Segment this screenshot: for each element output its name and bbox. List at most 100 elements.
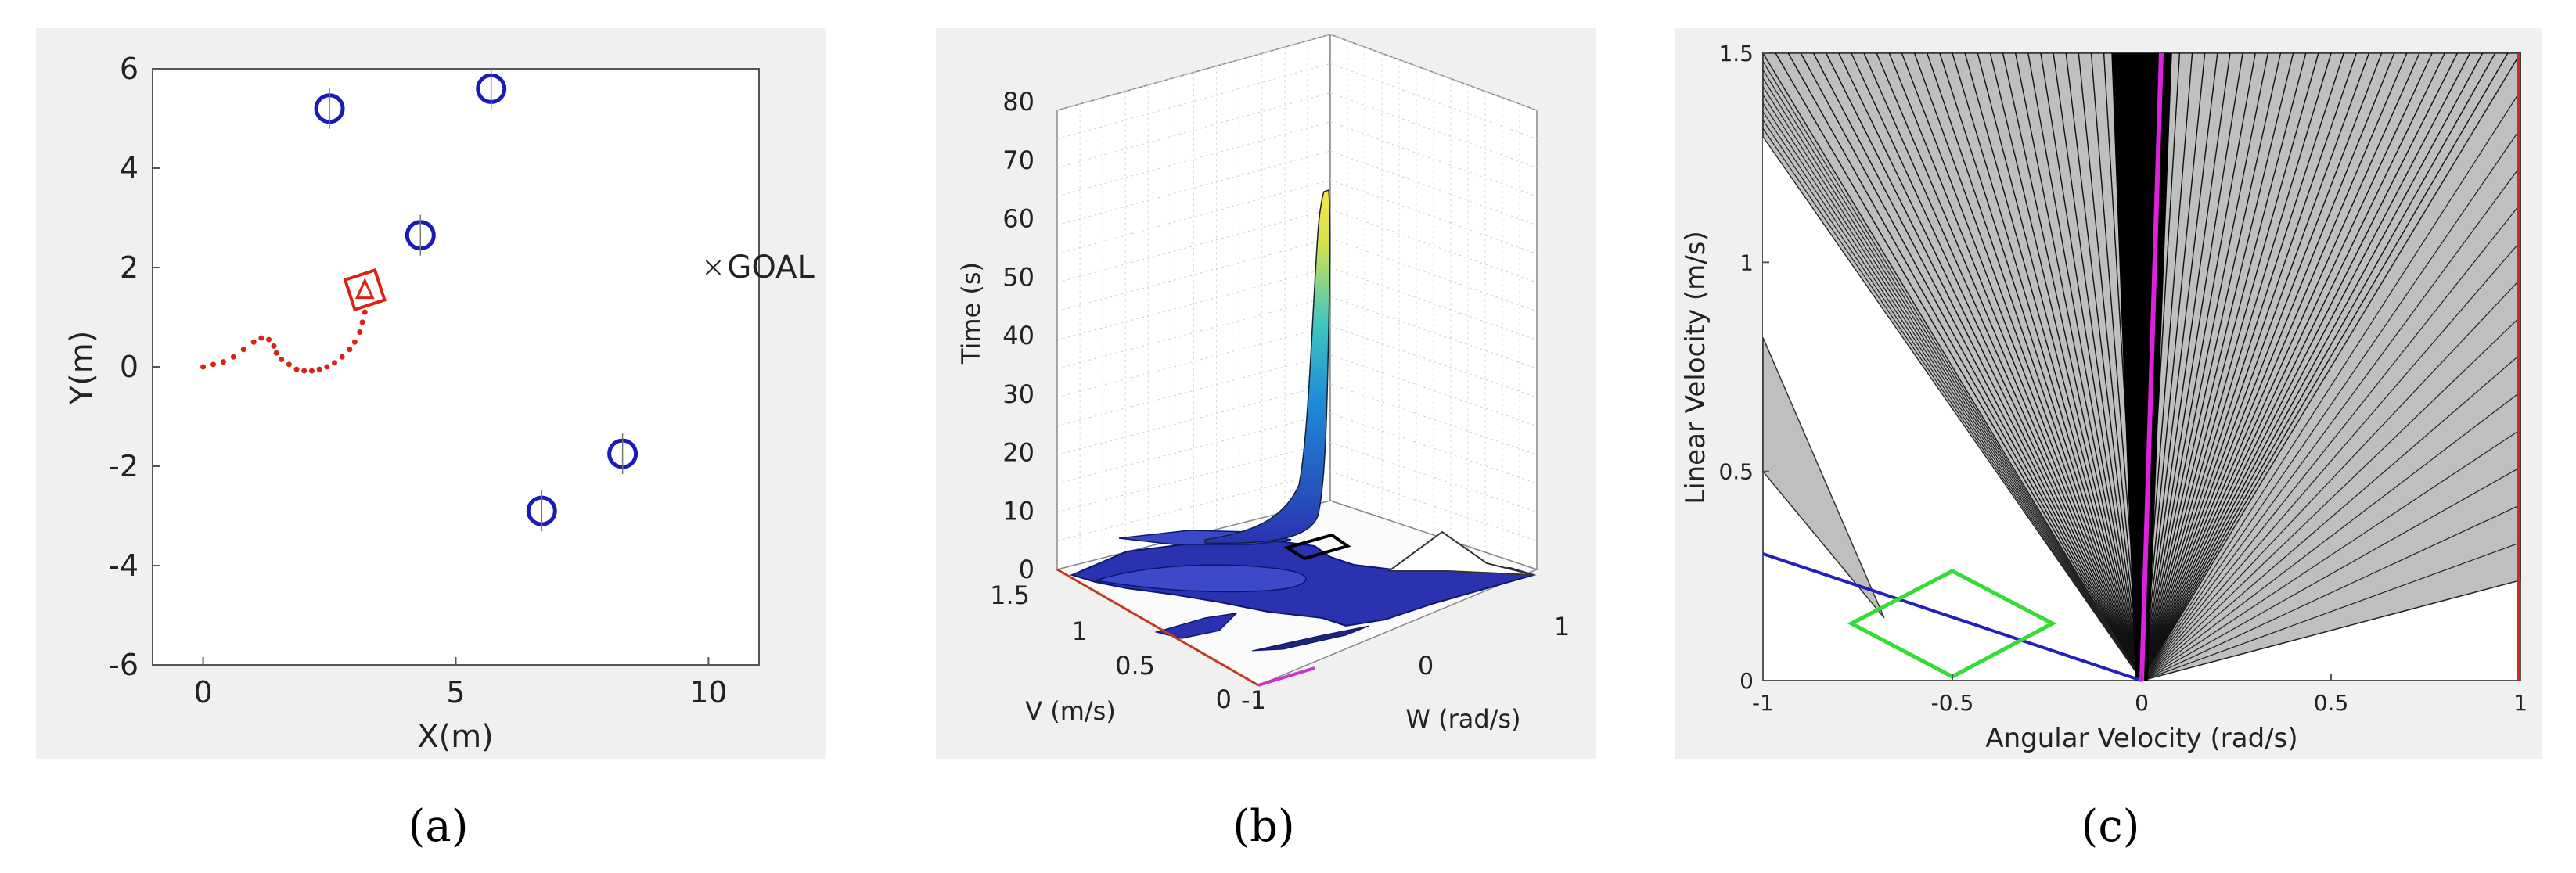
grid-line (1329, 121, 1538, 197)
robot-square (343, 268, 387, 312)
trajectory-point (210, 361, 216, 368)
cone-ray (2141, 166, 2521, 681)
goal-cross (705, 260, 721, 275)
robot-marker (343, 268, 387, 312)
cone-ray (1863, 52, 2142, 681)
cone-ray (2141, 52, 2408, 681)
grid-line (1329, 238, 1538, 312)
cone-ray (2065, 52, 2142, 681)
grid-line (1329, 92, 1538, 168)
y-tick-label: 6 (120, 52, 139, 86)
time-spike (1204, 189, 1331, 544)
z-tick-label: 40 (1002, 321, 1034, 350)
cone-ray (2141, 278, 2521, 681)
w-tick-label: 1 (1554, 612, 1570, 641)
x-tick-label: -1 (1752, 690, 1774, 716)
cone-ray (2014, 52, 2142, 681)
grid-line (1056, 209, 1331, 283)
trajectory-point (230, 354, 236, 360)
x-tick-label: 0 (193, 675, 212, 710)
w-tick-label: 0 (1418, 651, 1434, 681)
surface-small (1154, 612, 1239, 639)
goal-label: GOAL (727, 250, 815, 286)
v-tick-label: 1.5 (990, 580, 1030, 610)
trajectory-point (273, 350, 279, 356)
trajectory-point (250, 339, 257, 345)
cone-ray (2141, 52, 2445, 681)
w-axis-edge (1257, 666, 1315, 687)
cone-ray (2141, 541, 2521, 681)
panel-a-ticks: 0 5 10 6 4 2 0 -2 -4 -6 (109, 52, 727, 710)
cone-ray (1762, 128, 2142, 681)
x-tick-label: 10 (689, 675, 727, 710)
y-tick-label: 1 (1740, 250, 1754, 275)
grid-line (1056, 92, 1331, 168)
trajectory-point (293, 366, 300, 372)
cone-ray (1787, 52, 2142, 681)
z-tick-label: 50 (1002, 262, 1034, 292)
cone-ray (2141, 203, 2521, 681)
trajectory-point (316, 366, 322, 372)
cone-ray (2027, 52, 2142, 681)
cone-ray (1851, 52, 2142, 681)
grid-line (1329, 209, 1538, 283)
grid-line (1056, 179, 1331, 254)
grid-line (1329, 354, 1538, 427)
cone-ray (1939, 52, 2142, 681)
z-tick-label: 30 (1002, 379, 1034, 409)
v-tick-label: 0 (1216, 684, 1232, 714)
panel-a: 0 5 10 6 4 2 0 -2 -4 -6 GOAL X(m) Y(m) (36, 28, 826, 759)
velocity-limit-line (1762, 552, 2142, 682)
cone-ray (1927, 52, 2142, 681)
z-tick-label: 0 (1019, 555, 1034, 584)
velocity-window (1283, 533, 1351, 561)
x-tick-label: 0.5 (2314, 690, 2349, 716)
cone-ray (2141, 52, 2294, 681)
cone-ray (2141, 52, 2383, 681)
cone-ray (1964, 52, 2142, 681)
cone-ray (2141, 52, 2243, 681)
cone-ray (2141, 52, 2521, 681)
x-tick-label: -0.5 (1931, 690, 1974, 716)
trajectory (200, 309, 368, 374)
cone-ray (2141, 52, 2484, 681)
trajectory-point (332, 360, 337, 366)
cone-ray (2141, 391, 2521, 681)
cone-ray (2141, 429, 2521, 681)
cone-ray (2141, 52, 2256, 681)
z-tick-label: 10 (1002, 496, 1034, 526)
panel-c-xlabel: Angular Velocity (rad/s) (1985, 723, 2297, 754)
center-line (2139, 52, 2164, 681)
cone-ray (1775, 52, 2142, 681)
trajectory-point (200, 364, 207, 370)
panel-a-xlabel: X(m) (417, 719, 494, 755)
cone-ray (1812, 52, 2142, 681)
y-tick-label: 0 (120, 350, 139, 384)
z-tick-label: 20 (1002, 438, 1034, 468)
cone-ray (2141, 52, 2395, 681)
surface-wedge (1386, 530, 1534, 576)
caption-b: (b) (1232, 801, 1295, 852)
cone-ray (1913, 52, 2142, 681)
trajectory-point (362, 309, 368, 315)
cone-ray (2141, 316, 2521, 681)
trajectory-point (347, 347, 353, 353)
x-tick-label: 5 (446, 675, 465, 710)
cone-ray (2141, 52, 2319, 681)
cone-ray (2141, 52, 2458, 681)
cone-ray (1762, 102, 2142, 681)
cone-ray (2141, 90, 2521, 681)
x-tick-label: 0 (2135, 690, 2149, 716)
cone-ray (2141, 52, 2509, 681)
cone-ray (1901, 52, 2142, 681)
trajectory-point (339, 354, 345, 360)
trajectory-point (279, 356, 285, 362)
cone-ray (1762, 61, 2142, 681)
cone-ray (1762, 77, 2142, 681)
z-tick-label: 70 (1002, 146, 1034, 175)
y-tick-label: 2 (120, 250, 139, 285)
cone-ray (2141, 241, 2521, 681)
grid-line (1329, 442, 1538, 513)
